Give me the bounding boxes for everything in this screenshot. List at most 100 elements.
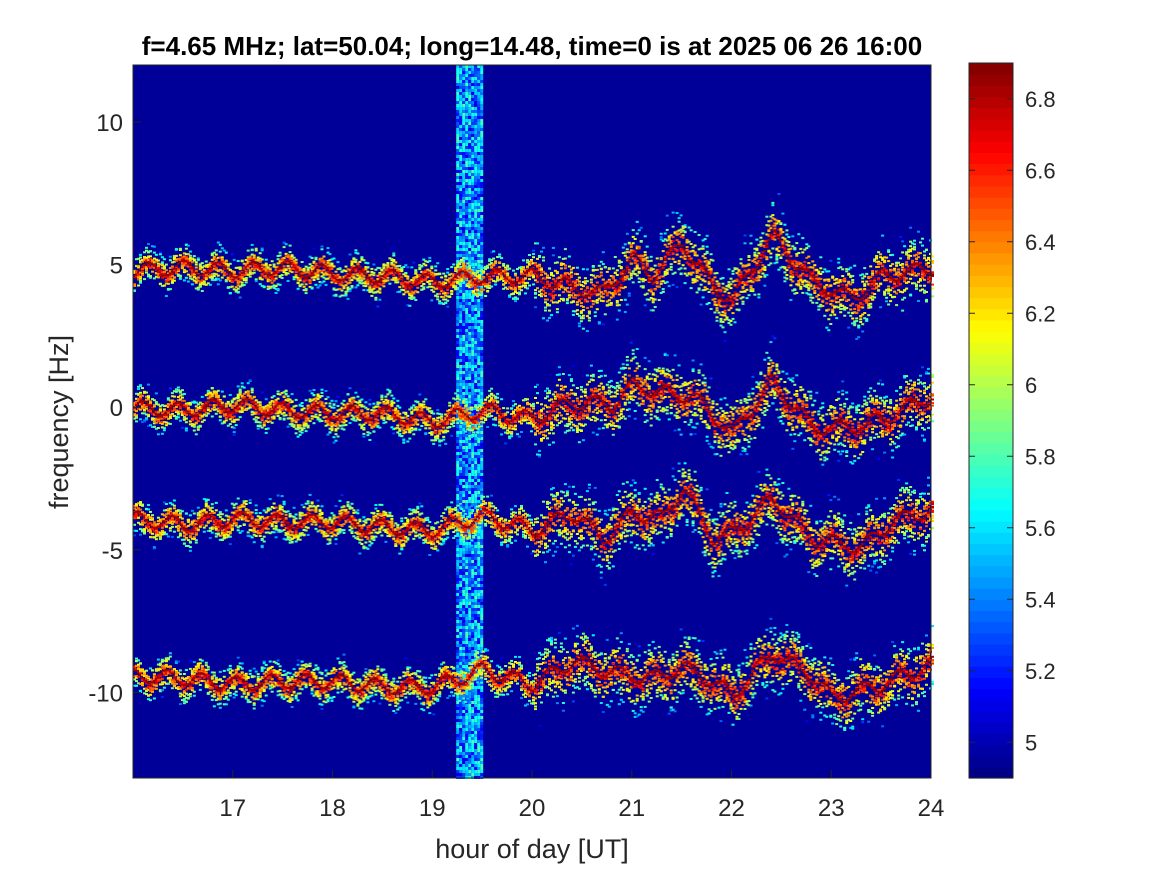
- interference-cell: [477, 152, 481, 155]
- interference-cell: [477, 752, 481, 755]
- interference-cell: [471, 620, 475, 623]
- echo-cell: [542, 286, 545, 289]
- interference-cell: [459, 386, 463, 389]
- echo-cell: [210, 252, 214, 255]
- interference-cell: [462, 179, 466, 182]
- echo-cell: [386, 269, 390, 272]
- interference-cell: [480, 632, 484, 635]
- echo-cell: [364, 266, 368, 269]
- echo-cell: [629, 243, 633, 246]
- echo-cell: [184, 270, 188, 273]
- echo-cell: [304, 265, 308, 268]
- interference-cell: [462, 71, 466, 74]
- echo-ridge: [378, 279, 382, 282]
- echo-cell: [192, 271, 196, 274]
- echo-cell: [625, 232, 629, 235]
- interference-cell: [480, 734, 484, 737]
- echo-ridge: [372, 281, 376, 284]
- interference-cell: [480, 440, 484, 443]
- echo-cell: [569, 268, 573, 271]
- interference-cell: [468, 92, 472, 95]
- interference-cell: [480, 65, 484, 68]
- interference-cell: [456, 527, 460, 530]
- echo-cell: [446, 305, 450, 308]
- echo-cell: [569, 301, 573, 304]
- interference-cell: [462, 542, 466, 545]
- interference-cell: [468, 569, 472, 572]
- echo-cell: [490, 285, 494, 288]
- echo-cell: [585, 286, 589, 289]
- interference-cell: [468, 473, 472, 476]
- interference-cell: [474, 734, 478, 737]
- echo-cell: [394, 265, 398, 268]
- echo-ridge: [548, 286, 551, 289]
- echo-cell: [390, 258, 394, 261]
- echo-cell: [382, 267, 386, 270]
- interference-cell: [465, 107, 469, 110]
- interference-cell: [468, 74, 472, 77]
- echo-cell: [294, 261, 298, 264]
- echo-cell: [382, 264, 386, 267]
- echo-cell: [520, 289, 523, 292]
- interference-cell: [477, 737, 481, 740]
- interference-cell: [465, 197, 469, 200]
- echo-ridge: [139, 268, 142, 271]
- echo-cell: [581, 309, 585, 312]
- interference-cell: [474, 773, 478, 776]
- echo-cell: [647, 298, 651, 301]
- interference-cell: [462, 251, 466, 254]
- echo-cell: [246, 265, 250, 268]
- echo-cell: [446, 271, 450, 274]
- interference-cell: [456, 248, 460, 251]
- interference-cell: [474, 209, 478, 212]
- interference-cell: [459, 362, 463, 365]
- interference-cell: [456, 464, 460, 467]
- interference-cell: [477, 158, 481, 161]
- interference-cell: [480, 293, 484, 296]
- interference-cell: [459, 581, 463, 584]
- echo-cell: [565, 287, 569, 289]
- interference-cell: [462, 239, 466, 242]
- interference-cell: [459, 461, 463, 464]
- interference-cell: [474, 395, 478, 398]
- echo-cell: [573, 285, 577, 288]
- echo-cell: [356, 274, 360, 277]
- echo-cell: [534, 279, 537, 282]
- echo-cell: [410, 292, 414, 295]
- interference-cell: [465, 266, 469, 269]
- echo-cell: [254, 249, 258, 252]
- echo-cell: [330, 262, 334, 265]
- interference-cell: [480, 401, 484, 404]
- interference-cell: [456, 434, 460, 437]
- echo-cell: [553, 294, 557, 297]
- echo-cell: [593, 315, 597, 318]
- interference-cell: [477, 626, 481, 629]
- echo-ridge: [336, 278, 340, 281]
- echo-cell: [609, 275, 613, 277]
- echo-cell: [551, 301, 555, 304]
- interference-cell: [477, 722, 481, 725]
- echo-cell: [147, 275, 150, 278]
- echo-ridge: [143, 263, 146, 266]
- echo-cell: [360, 273, 364, 276]
- echo-cell: [182, 279, 186, 282]
- echo-cell: [139, 277, 142, 280]
- echo-cell: [532, 266, 535, 269]
- interference-cell: [459, 578, 463, 581]
- echo-cell: [524, 269, 527, 272]
- interference-cell: [471, 740, 475, 743]
- interference-cell: [474, 251, 478, 254]
- echo-cell: [266, 266, 270, 269]
- echo-cell: [141, 273, 144, 276]
- interference-cell: [459, 374, 463, 377]
- echo-cell: [468, 273, 472, 276]
- echo-cell: [438, 287, 442, 290]
- echo-cell: [226, 276, 230, 279]
- echo-cell: [516, 277, 519, 280]
- echo-cell: [454, 266, 458, 269]
- interference-cell: [480, 647, 484, 650]
- interference-cell: [474, 557, 478, 560]
- echo-cell: [184, 257, 188, 260]
- interference-cell: [480, 539, 484, 542]
- echo-cell: [228, 280, 232, 282]
